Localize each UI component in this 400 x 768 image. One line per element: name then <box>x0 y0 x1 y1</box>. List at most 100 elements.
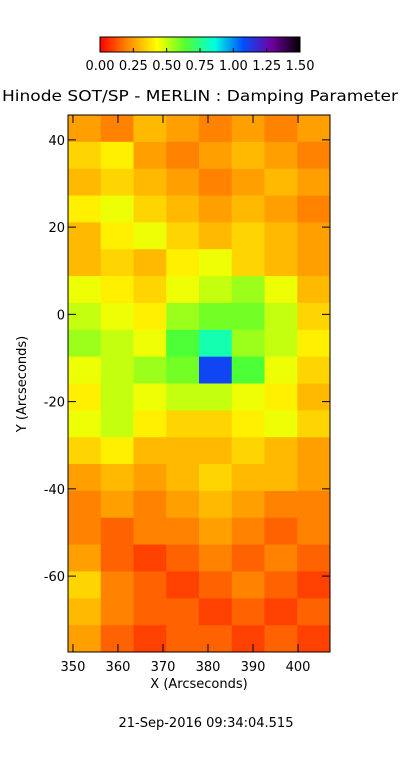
heatmap-cell <box>68 276 102 304</box>
heatmap-cell <box>133 571 167 599</box>
heatmap-cell <box>231 276 265 304</box>
heatmap-cell <box>100 302 134 331</box>
x-tick-label: 360 <box>106 660 131 675</box>
heatmap-cell <box>68 517 102 546</box>
heatmap-cell <box>297 383 331 411</box>
heatmap-cell <box>199 598 233 626</box>
axes: 350 360 370 380 390 400 -60 -40 -20 0 20 40 0.00 0.25… <box>44 36 331 675</box>
heatmap-cell <box>199 168 233 197</box>
colorbar-tick-label: 1.00 <box>219 59 248 74</box>
heatmap-cell <box>133 410 167 438</box>
heatmap-cell <box>231 329 265 358</box>
y-tick-label: -20 <box>44 396 65 411</box>
colorbar-tick-label: 1.25 <box>252 59 281 74</box>
y-tick-label: 20 <box>48 221 65 236</box>
heatmap-cell <box>199 383 233 411</box>
heatmap-cell <box>264 490 298 519</box>
y-tick-label: 40 <box>48 134 65 149</box>
y-tick-label: -40 <box>44 483 65 498</box>
heatmap-cell <box>199 329 233 358</box>
heatmap-cell <box>166 195 200 223</box>
heatmap-cell <box>166 329 200 358</box>
y-axis-label: Y (Arcseconds) <box>15 336 30 433</box>
heatmap-cell <box>133 490 167 519</box>
heatmap-cell <box>166 410 200 438</box>
heatmap-cell <box>100 222 134 250</box>
heatmap <box>68 115 331 653</box>
heatmap-cell <box>231 625 265 653</box>
heatmap-cell <box>166 168 200 197</box>
heatmap-cell <box>297 464 331 492</box>
heatmap-cell <box>297 276 331 304</box>
plot-frame <box>67 114 331 653</box>
heatmap-cell <box>100 168 134 197</box>
heatmap-cell <box>133 195 167 223</box>
heatmap-cell <box>264 410 298 438</box>
heatmap-cell <box>68 625 102 653</box>
heatmap-cell <box>100 464 134 492</box>
heatmap-cell <box>297 410 331 438</box>
heatmap-cell <box>68 356 102 384</box>
heatmap-cell <box>231 168 265 197</box>
heatmap-cell <box>297 544 331 572</box>
heatmap-cell <box>199 276 233 304</box>
heatmap-cell <box>133 276 167 304</box>
heatmap-cell <box>100 517 134 546</box>
heatmap-cell <box>231 115 265 143</box>
heatmap-cell <box>100 571 134 599</box>
heatmap-cell <box>297 141 331 170</box>
heatmap-cell <box>166 598 200 626</box>
heatmap-cell <box>264 383 298 411</box>
footer-date: 21-Sep-2016 09:34:04.515 <box>119 716 294 731</box>
heatmap-cell <box>100 625 134 653</box>
heatmap-cell <box>133 464 167 492</box>
heatmap-cell <box>166 115 200 143</box>
heatmap-cell <box>166 544 200 572</box>
heatmap-cell <box>231 598 265 626</box>
heatmap-cell <box>264 517 298 546</box>
x-tick-label: 380 <box>196 660 221 675</box>
heatmap-cell <box>100 490 134 519</box>
heatmap-cell <box>133 598 167 626</box>
heatmap-cell <box>68 571 102 599</box>
heatmap-cell <box>68 544 102 572</box>
heatmap-cell <box>166 383 200 411</box>
heatmap-cell <box>264 571 298 599</box>
heatmap-cell <box>68 302 102 331</box>
heatmap-cell <box>166 222 200 250</box>
heatmap-cell <box>100 544 134 572</box>
heatmap-cell <box>297 571 331 599</box>
heatmap-cell <box>166 356 200 384</box>
x-axis-label: X (Arcseconds) <box>150 677 247 692</box>
heatmap-cell <box>264 168 298 197</box>
heatmap-cell <box>199 115 233 143</box>
heatmap-cell <box>133 249 167 277</box>
heatmap-cell <box>166 490 200 519</box>
heatmap-cell <box>166 141 200 170</box>
heatmap-cell <box>264 329 298 358</box>
heatmap-cell <box>231 544 265 572</box>
heatmap-cell <box>133 437 167 465</box>
x-tick-label: 390 <box>241 660 266 675</box>
heatmap-cell <box>68 490 102 519</box>
heatmap-cell <box>231 383 265 411</box>
heatmap-cell <box>100 437 134 465</box>
heatmap-cell <box>100 410 134 438</box>
heatmap-cell <box>133 302 167 331</box>
heatmap-cell <box>133 625 167 653</box>
colorbar-tick-label: 0.75 <box>186 59 215 74</box>
colorbar-tick-label: 0.25 <box>119 59 148 74</box>
heatmap-cell <box>264 249 298 277</box>
heatmap-cell <box>68 249 102 277</box>
heatmap-cell <box>199 222 233 250</box>
heatmap-cell <box>231 302 265 331</box>
heatmap-cell <box>297 195 331 223</box>
heatmap-cell <box>100 115 134 143</box>
heatmap-cell <box>297 222 331 250</box>
heatmap-cell <box>264 598 298 626</box>
heatmap-cell <box>133 544 167 572</box>
heatmap-cell <box>231 356 265 384</box>
heatmap-cell <box>68 329 102 358</box>
heatmap-cell <box>100 141 134 170</box>
